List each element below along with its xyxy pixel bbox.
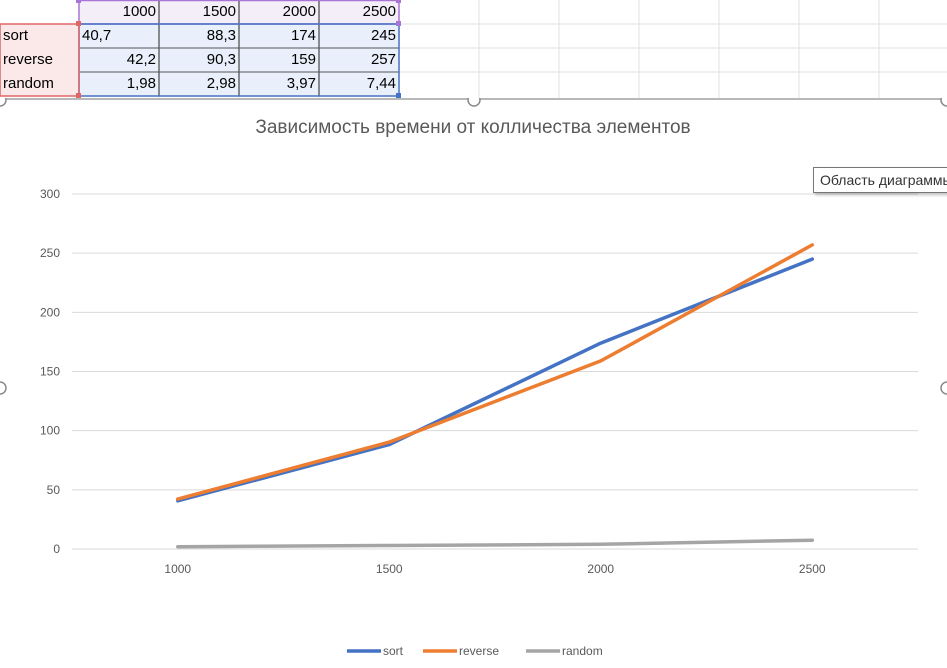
x-tick-label: 2500 — [799, 562, 826, 576]
cell-random-1500[interactable]: 2,98 — [206, 75, 236, 92]
line-chart: Зависимость времени от колличества элеме… — [0, 98, 947, 658]
series-line-random — [176, 538, 815, 549]
header-cell-2000[interactable]: 2000 — [282, 3, 316, 20]
resize-handle-top-left — [0, 98, 7, 107]
chart-title: Зависимость времени от колличества элеме… — [255, 117, 690, 138]
resize-handle-top — [467, 98, 481, 107]
y-tick-label: 100 — [40, 424, 60, 438]
range-handle — [396, 21, 401, 26]
cell-random-2000[interactable]: 3,97 — [286, 75, 316, 92]
range-handle — [396, 93, 401, 98]
y-tick-label: 200 — [40, 305, 60, 319]
chart-area-tooltip: Область диаграммы — [813, 167, 947, 193]
range-handle — [76, 0, 81, 3]
resize-handle-right — [940, 381, 947, 395]
cell-sort-1500[interactable]: 88,3 — [206, 27, 236, 44]
header-cell-2500[interactable]: 2500 — [362, 3, 396, 20]
y-tick-label: 50 — [47, 483, 61, 497]
resize-handle-top-right — [940, 98, 947, 107]
resize-handle-left — [0, 381, 7, 395]
y-tick-label: 250 — [40, 246, 60, 260]
range-handle — [76, 93, 81, 98]
row-label-random[interactable]: random — [3, 75, 54, 92]
legend-label-random: random — [562, 644, 603, 658]
cell-sort-2500[interactable]: 245 — [370, 27, 396, 44]
row-label-sort[interactable]: sort — [3, 27, 29, 44]
chart-area[interactable]: Зависимость времени от колличества элеме… — [0, 98, 947, 668]
range-handle — [396, 0, 401, 3]
cell-reverse-2500[interactable]: 257 — [370, 51, 396, 68]
cell-random-1000[interactable]: 1,98 — [126, 75, 156, 92]
header-cell-1500[interactable]: 1500 — [202, 3, 236, 20]
label-range-highlight — [0, 24, 79, 96]
legend-label-reverse: reverse — [459, 644, 499, 658]
grid-lines — [0, 0, 947, 98]
x-tick-label: 1500 — [376, 562, 403, 576]
cell-random-2500[interactable]: 7,44 — [366, 75, 396, 92]
cell-reverse-2000[interactable]: 159 — [290, 51, 316, 68]
legend-label-sort: sort — [383, 644, 404, 658]
y-tick-label: 300 — [40, 187, 60, 201]
cell-reverse-1500[interactable]: 90,3 — [206, 51, 236, 68]
x-tick-label: 2000 — [587, 562, 614, 576]
y-tick-label: 0 — [53, 542, 60, 556]
series-line-reverse — [176, 243, 815, 501]
header-cell-1000[interactable]: 1000 — [122, 3, 156, 20]
range-handle — [76, 21, 81, 26]
cell-sort-2000[interactable]: 174 — [290, 27, 316, 44]
cell-sort-1000[interactable]: 40,7 — [82, 27, 112, 44]
y-tick-label: 150 — [40, 365, 60, 379]
cell-reverse-1000[interactable]: 42,2 — [126, 51, 156, 68]
label-range-outline — [0, 23, 80, 97]
spreadsheet-grid: 1000 1500 2000 2500 sort 40,7 88,3 174 2… — [0, 0, 947, 98]
x-tick-label: 1000 — [164, 562, 191, 576]
row-label-reverse[interactable]: reverse — [3, 51, 54, 68]
